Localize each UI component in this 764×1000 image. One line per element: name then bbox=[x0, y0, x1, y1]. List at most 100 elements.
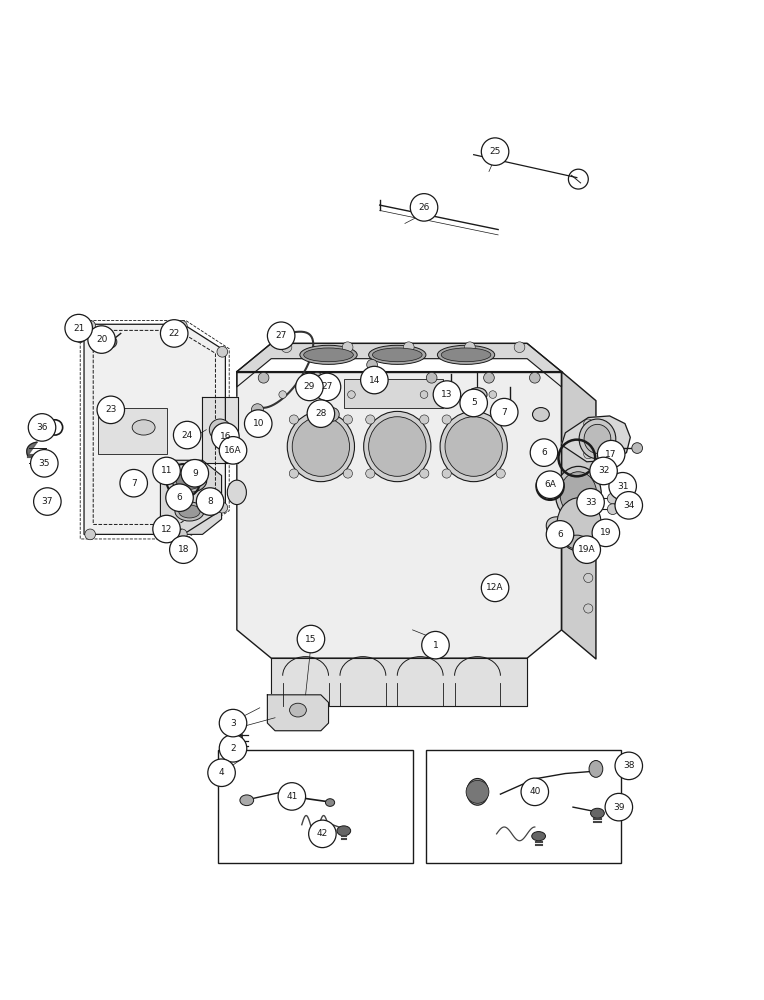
Text: 4: 4 bbox=[219, 768, 225, 777]
Circle shape bbox=[170, 536, 197, 563]
Text: 16A: 16A bbox=[224, 446, 242, 455]
Text: 21: 21 bbox=[73, 324, 84, 333]
Polygon shape bbox=[237, 372, 562, 658]
Ellipse shape bbox=[302, 382, 317, 397]
Text: 24: 24 bbox=[182, 431, 193, 440]
Ellipse shape bbox=[532, 832, 545, 841]
Ellipse shape bbox=[325, 799, 335, 806]
Text: 29: 29 bbox=[304, 382, 315, 391]
Circle shape bbox=[153, 515, 180, 543]
Circle shape bbox=[410, 194, 438, 221]
Circle shape bbox=[536, 471, 564, 498]
Circle shape bbox=[325, 408, 339, 421]
Text: 26: 26 bbox=[419, 203, 429, 212]
Circle shape bbox=[296, 373, 323, 401]
Ellipse shape bbox=[557, 498, 601, 551]
Text: 28: 28 bbox=[316, 409, 326, 418]
Circle shape bbox=[369, 372, 380, 383]
Circle shape bbox=[267, 322, 295, 349]
Circle shape bbox=[426, 372, 437, 383]
Ellipse shape bbox=[369, 417, 426, 476]
Ellipse shape bbox=[175, 502, 204, 521]
Ellipse shape bbox=[589, 761, 603, 777]
Circle shape bbox=[160, 320, 188, 347]
Circle shape bbox=[546, 521, 574, 548]
Circle shape bbox=[584, 604, 593, 613]
Circle shape bbox=[420, 391, 428, 398]
Text: 40: 40 bbox=[529, 787, 540, 796]
Ellipse shape bbox=[292, 417, 350, 476]
Circle shape bbox=[590, 457, 617, 485]
Circle shape bbox=[577, 489, 604, 516]
Polygon shape bbox=[271, 658, 527, 706]
Circle shape bbox=[176, 529, 187, 540]
Polygon shape bbox=[202, 397, 238, 463]
Ellipse shape bbox=[560, 472, 597, 516]
Text: 19: 19 bbox=[600, 528, 612, 537]
Ellipse shape bbox=[440, 411, 507, 482]
Text: 14: 14 bbox=[369, 376, 380, 385]
Text: 33: 33 bbox=[584, 498, 597, 507]
Circle shape bbox=[403, 342, 414, 353]
Circle shape bbox=[244, 410, 272, 437]
Circle shape bbox=[348, 391, 355, 398]
Text: 10: 10 bbox=[252, 419, 264, 428]
Circle shape bbox=[615, 752, 643, 780]
Circle shape bbox=[366, 469, 375, 478]
Circle shape bbox=[584, 419, 593, 428]
Text: 3: 3 bbox=[230, 719, 236, 728]
Circle shape bbox=[490, 398, 518, 426]
Ellipse shape bbox=[209, 419, 231, 440]
Circle shape bbox=[484, 372, 494, 383]
Circle shape bbox=[342, 342, 353, 353]
Circle shape bbox=[278, 783, 306, 810]
Circle shape bbox=[489, 391, 497, 398]
Circle shape bbox=[592, 519, 620, 547]
Text: 35: 35 bbox=[38, 459, 50, 468]
Circle shape bbox=[496, 469, 505, 478]
Text: 19A: 19A bbox=[578, 545, 596, 554]
Text: 34: 34 bbox=[623, 501, 634, 510]
Circle shape bbox=[514, 342, 525, 353]
Ellipse shape bbox=[584, 424, 611, 453]
Circle shape bbox=[88, 326, 115, 353]
Circle shape bbox=[529, 372, 540, 383]
Ellipse shape bbox=[445, 417, 503, 476]
Circle shape bbox=[481, 138, 509, 165]
Ellipse shape bbox=[228, 480, 246, 505]
Circle shape bbox=[530, 439, 558, 466]
Text: 12: 12 bbox=[161, 525, 172, 534]
Circle shape bbox=[297, 625, 325, 653]
Text: 41: 41 bbox=[286, 792, 297, 801]
Circle shape bbox=[597, 440, 625, 468]
Text: 17: 17 bbox=[605, 450, 617, 459]
Ellipse shape bbox=[373, 348, 422, 362]
Ellipse shape bbox=[441, 348, 490, 362]
Circle shape bbox=[460, 389, 487, 417]
Circle shape bbox=[632, 443, 643, 453]
Circle shape bbox=[258, 372, 269, 383]
Circle shape bbox=[419, 415, 429, 424]
Circle shape bbox=[419, 469, 429, 478]
Ellipse shape bbox=[555, 466, 601, 521]
Circle shape bbox=[312, 372, 322, 383]
Ellipse shape bbox=[467, 778, 488, 805]
Text: 32: 32 bbox=[598, 466, 609, 475]
Circle shape bbox=[466, 780, 489, 803]
Circle shape bbox=[442, 469, 452, 478]
Polygon shape bbox=[546, 517, 573, 538]
Text: 39: 39 bbox=[613, 803, 625, 812]
Text: 27: 27 bbox=[322, 382, 332, 391]
Circle shape bbox=[584, 512, 593, 521]
Circle shape bbox=[219, 709, 247, 737]
Ellipse shape bbox=[533, 408, 549, 421]
Text: 42: 42 bbox=[317, 829, 328, 838]
Text: 37: 37 bbox=[41, 497, 53, 506]
Circle shape bbox=[584, 543, 593, 552]
Text: 13: 13 bbox=[441, 390, 453, 399]
Circle shape bbox=[208, 759, 235, 786]
Ellipse shape bbox=[337, 826, 351, 836]
Circle shape bbox=[153, 457, 180, 485]
Polygon shape bbox=[562, 372, 596, 659]
Text: 25: 25 bbox=[490, 147, 500, 156]
